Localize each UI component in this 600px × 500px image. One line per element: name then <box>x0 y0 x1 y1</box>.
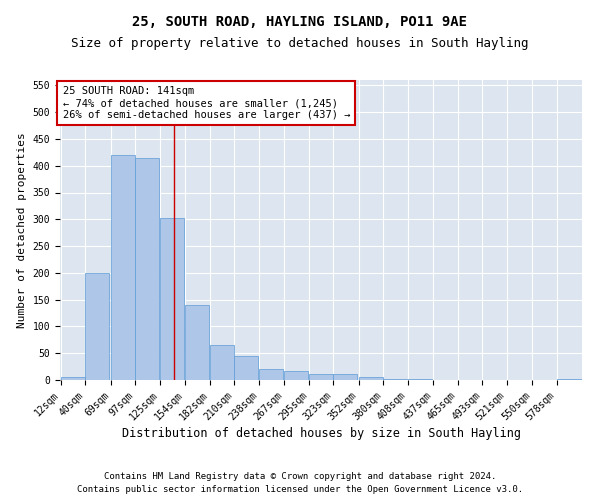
Text: Contains HM Land Registry data © Crown copyright and database right 2024.: Contains HM Land Registry data © Crown c… <box>104 472 496 481</box>
Text: 25, SOUTH ROAD, HAYLING ISLAND, PO11 9AE: 25, SOUTH ROAD, HAYLING ISLAND, PO11 9AE <box>133 15 467 29</box>
Bar <box>284 371 308 380</box>
Bar <box>61 378 85 380</box>
Bar <box>557 379 581 380</box>
Bar <box>359 378 383 380</box>
Bar <box>136 158 160 380</box>
Bar <box>185 305 209 380</box>
Bar <box>333 374 358 380</box>
Text: Size of property relative to detached houses in South Hayling: Size of property relative to detached ho… <box>71 38 529 51</box>
Bar <box>160 218 184 380</box>
Text: 25 SOUTH ROAD: 141sqm
← 74% of detached houses are smaller (1,245)
26% of semi-d: 25 SOUTH ROAD: 141sqm ← 74% of detached … <box>62 86 350 120</box>
Y-axis label: Number of detached properties: Number of detached properties <box>17 132 27 328</box>
Bar <box>210 345 234 380</box>
Bar <box>85 273 109 380</box>
Text: Contains public sector information licensed under the Open Government Licence v3: Contains public sector information licen… <box>77 485 523 494</box>
Bar <box>309 374 333 380</box>
Bar <box>111 155 135 380</box>
Bar <box>383 379 407 380</box>
Bar <box>259 370 283 380</box>
Bar <box>234 356 259 380</box>
Bar <box>408 379 432 380</box>
X-axis label: Distribution of detached houses by size in South Hayling: Distribution of detached houses by size … <box>121 428 521 440</box>
